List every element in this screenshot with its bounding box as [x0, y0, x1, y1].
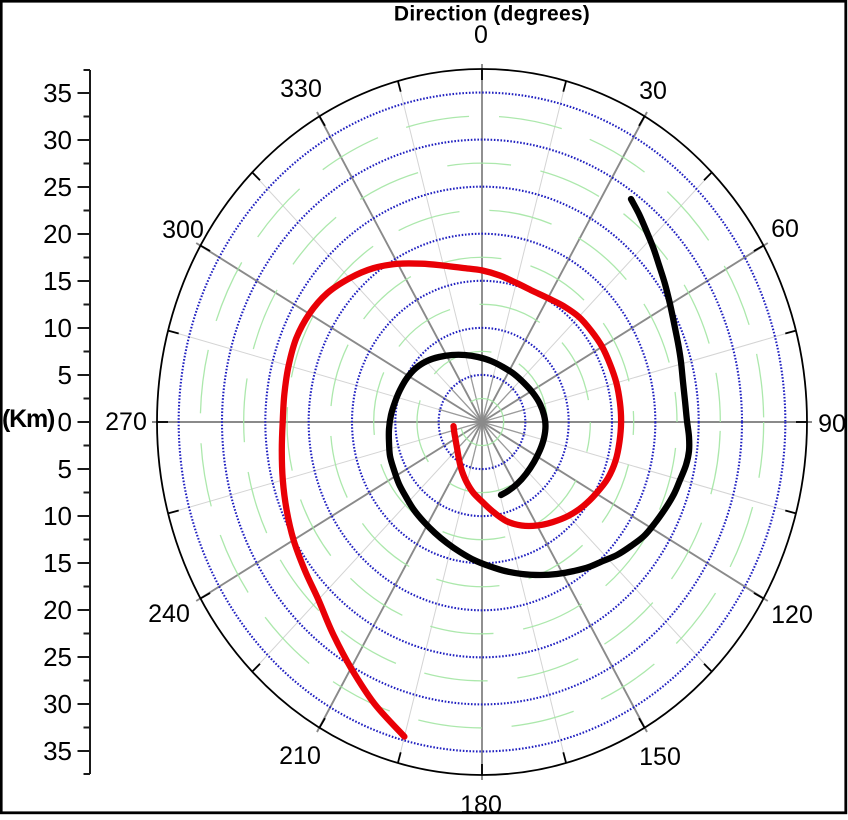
- svg-text:330: 330: [280, 75, 322, 103]
- svg-text:60: 60: [771, 215, 799, 243]
- svg-text:5: 5: [58, 454, 72, 484]
- svg-text:180: 180: [460, 791, 502, 815]
- svg-text:210: 210: [279, 742, 321, 770]
- svg-text:240: 240: [148, 600, 190, 628]
- svg-text:10: 10: [43, 313, 72, 343]
- svg-text:30: 30: [43, 689, 72, 719]
- svg-text:25: 25: [43, 172, 72, 202]
- svg-text:30: 30: [639, 77, 667, 105]
- svg-text:15: 15: [43, 548, 72, 578]
- svg-text:150: 150: [639, 743, 681, 771]
- svg-text:25: 25: [43, 642, 72, 672]
- svg-text:20: 20: [43, 595, 72, 625]
- svg-text:35: 35: [43, 78, 72, 108]
- svg-text:5: 5: [58, 360, 72, 390]
- svg-text:120: 120: [771, 601, 813, 629]
- svg-text:10: 10: [43, 501, 72, 531]
- svg-text:270: 270: [105, 408, 147, 436]
- svg-text:20: 20: [43, 219, 72, 249]
- svg-text:30: 30: [43, 125, 72, 155]
- svg-text:300: 300: [162, 216, 204, 244]
- svg-text:15: 15: [43, 266, 72, 296]
- svg-text:0: 0: [58, 407, 72, 437]
- svg-text:(Km): (Km): [2, 405, 55, 433]
- svg-text:0: 0: [474, 21, 488, 49]
- svg-text:Direction (degrees): Direction (degrees): [394, 3, 590, 26]
- svg-text:35: 35: [43, 736, 72, 766]
- svg-text:90: 90: [818, 410, 846, 438]
